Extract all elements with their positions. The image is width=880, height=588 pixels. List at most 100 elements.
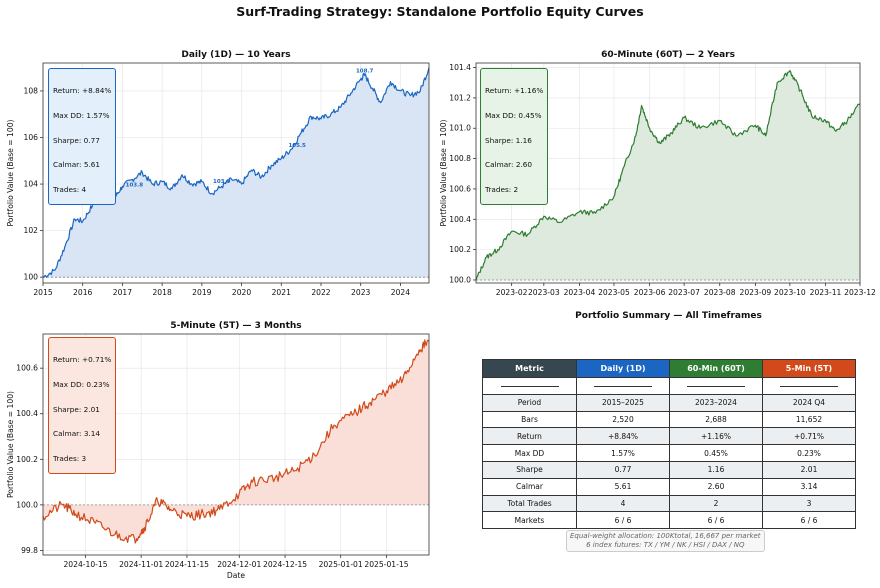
separator-row [482, 377, 856, 395]
x-tick-label: 2020 [232, 288, 251, 297]
peak-annotation: 108.7 [356, 69, 374, 75]
table-cell: 2.01 [762, 460, 856, 479]
chart-title: 60-Minute (60T) — 2 Years [601, 50, 735, 60]
separator-line [687, 385, 745, 387]
table-row: Markets 6 / 6 6 / 6 6 / 6 [482, 511, 856, 530]
hourly-equity-chart: 60-Minute (60T) — 2 Years 100.0 100.2 100.4… [439, 50, 876, 297]
y-tick-label: 100.0 [16, 500, 38, 509]
y-tick-label: 100.8 [449, 154, 471, 163]
stats-line: Max DD: 1.57% [53, 111, 110, 121]
stats-line: Trades: 4 [53, 184, 87, 194]
x-tick-label: 2017 [113, 288, 132, 297]
chart-title: Daily (1D) — 10 Years [181, 50, 290, 60]
table-cell: 5.61 [576, 477, 670, 496]
table-cell: 0.77 [576, 460, 670, 479]
table-row: Total Trades 4 2 3 [482, 494, 856, 513]
peak-annotation: 103.9 [213, 179, 231, 185]
table-cell: Bars [482, 410, 577, 429]
table-header-row: Metric Daily (1D) 60-Min (60T) 5-Min (5T… [482, 359, 856, 378]
table-cell: 0.23% [762, 444, 856, 462]
y-tick-label: 101.2 [449, 93, 471, 102]
table-row: Calmar 5.61 2.60 3.14 [482, 477, 856, 496]
stats-line: Calmar: 5.61 [53, 160, 101, 170]
x-tick-label: 2023-12 [844, 288, 876, 297]
hourly-stats-box: Return: +1.16% Max DD: 0.45% Sharpe: 1.1… [480, 68, 549, 206]
x-tick-label: 2023-06 [634, 288, 666, 297]
x-tick-label: 2019 [192, 288, 211, 297]
y-tick-label: 100.2 [16, 455, 38, 464]
header-daily: Daily (1D) [576, 359, 670, 378]
y-tick-label: 100 [24, 273, 39, 282]
table-cell: 3 [762, 494, 856, 513]
table-cell: Sharpe [482, 460, 577, 479]
table-cell: 2 [669, 494, 763, 513]
x-tick-label: 2025-01-01 [319, 560, 363, 569]
table-cell: 2023–2024 [669, 393, 763, 412]
table-cell: 0.45% [669, 444, 763, 462]
stats-line: Return: +1.16% [485, 86, 544, 96]
x-tick-label: 2024-12-15 [263, 560, 307, 569]
stats-line: Max DD: 0.45% [485, 111, 542, 121]
separator-line [500, 385, 559, 387]
plot-frame [475, 62, 861, 284]
note-line: 6 index futures: TX / YM / NK / HSI / DA… [586, 541, 745, 549]
y-tick-label: 100.4 [16, 409, 38, 418]
table-cell: Calmar [482, 477, 577, 496]
x-tick-label: 2016 [73, 288, 92, 297]
x-tick-label: 2023-08 [704, 288, 736, 297]
y-tick-label: 100.6 [16, 364, 38, 373]
x-axis-label: Date [227, 571, 245, 580]
stats-line: Max DD: 0.23% [53, 380, 110, 390]
x-tick-label: 2024-10-15 [63, 560, 107, 569]
stats-line: Return: +0.71% [53, 355, 112, 365]
x-tick-label: 2023-10 [774, 288, 806, 297]
y-tick-label: 108 [24, 86, 39, 95]
x-tick-label: 2024-12-01 [217, 560, 261, 569]
table-cell: 2,688 [669, 410, 763, 429]
y-tick-label: 100.2 [449, 245, 471, 254]
x-tick-label: 2018 [152, 288, 171, 297]
plot-frame [42, 333, 430, 556]
x-tick-label: 2023 [351, 288, 370, 297]
stats-line: Sharpe: 1.16 [485, 135, 532, 145]
table-cell: 4 [576, 494, 670, 513]
x-tick-label: 2023-04 [564, 288, 596, 297]
x-tick-label: 2023-05 [598, 288, 630, 297]
y-tick-label: 106 [24, 133, 39, 142]
y-tick-label: 100.0 [449, 275, 471, 284]
equity-line [42, 339, 430, 544]
peak-annotation: 103.8 [126, 183, 144, 189]
table-cell: Period [482, 393, 577, 412]
table-cell: 6 / 6 [576, 511, 670, 530]
x-tick-label: 2024 [391, 288, 410, 297]
table-cell: +1.16% [669, 427, 763, 446]
daily-stats-box: Return: +8.84% Max DD: 1.57% Sharpe: 0.7… [48, 68, 117, 206]
x-tick-label: 2023-03 [528, 288, 560, 297]
y-tick-label: 104 [24, 180, 39, 189]
table-row: Period 2015–2025 2023–2024 2024 Q4 [482, 393, 856, 412]
chart-title: 5-Minute (5T) — 3 Months [170, 321, 301, 331]
header-metric: Metric [482, 359, 577, 378]
table-cell: 6 / 6 [669, 511, 763, 530]
x-tick-label: 2024-11-15 [165, 560, 209, 569]
stats-line: Trades: 3 [53, 453, 87, 463]
x-tick-label: 2021 [272, 288, 291, 297]
stats-line: Return: +8.84% [53, 86, 112, 96]
y-axis-label: Portfolio Value (Base = 100) [439, 119, 448, 226]
equity-line [475, 70, 861, 281]
table-cell: 1.16 [669, 460, 763, 479]
x-tick-label: 2023-07 [668, 288, 700, 297]
table-cell: 2024 Q4 [762, 393, 856, 412]
separator-line [594, 385, 652, 387]
allocation-note: Equal-weight allocation: 100Ktotal, 16,6… [566, 530, 765, 552]
separator-line [780, 385, 838, 387]
equity-fill-area [476, 70, 860, 280]
x-tick-label: 2025-01-15 [364, 560, 408, 569]
summary-table-title: Portfolio Summary — All Timeframes [575, 311, 762, 321]
y-axis-label: Portfolio Value (Base = 100) [6, 119, 15, 226]
table-cell: +8.84% [576, 427, 670, 446]
table-cell: 2.60 [669, 477, 763, 496]
note-line: Equal-weight allocation: 100Ktotal, 16,6… [570, 532, 761, 540]
peak-annotation: 105.5 [288, 143, 306, 149]
y-tick-label: 100.4 [449, 215, 471, 224]
